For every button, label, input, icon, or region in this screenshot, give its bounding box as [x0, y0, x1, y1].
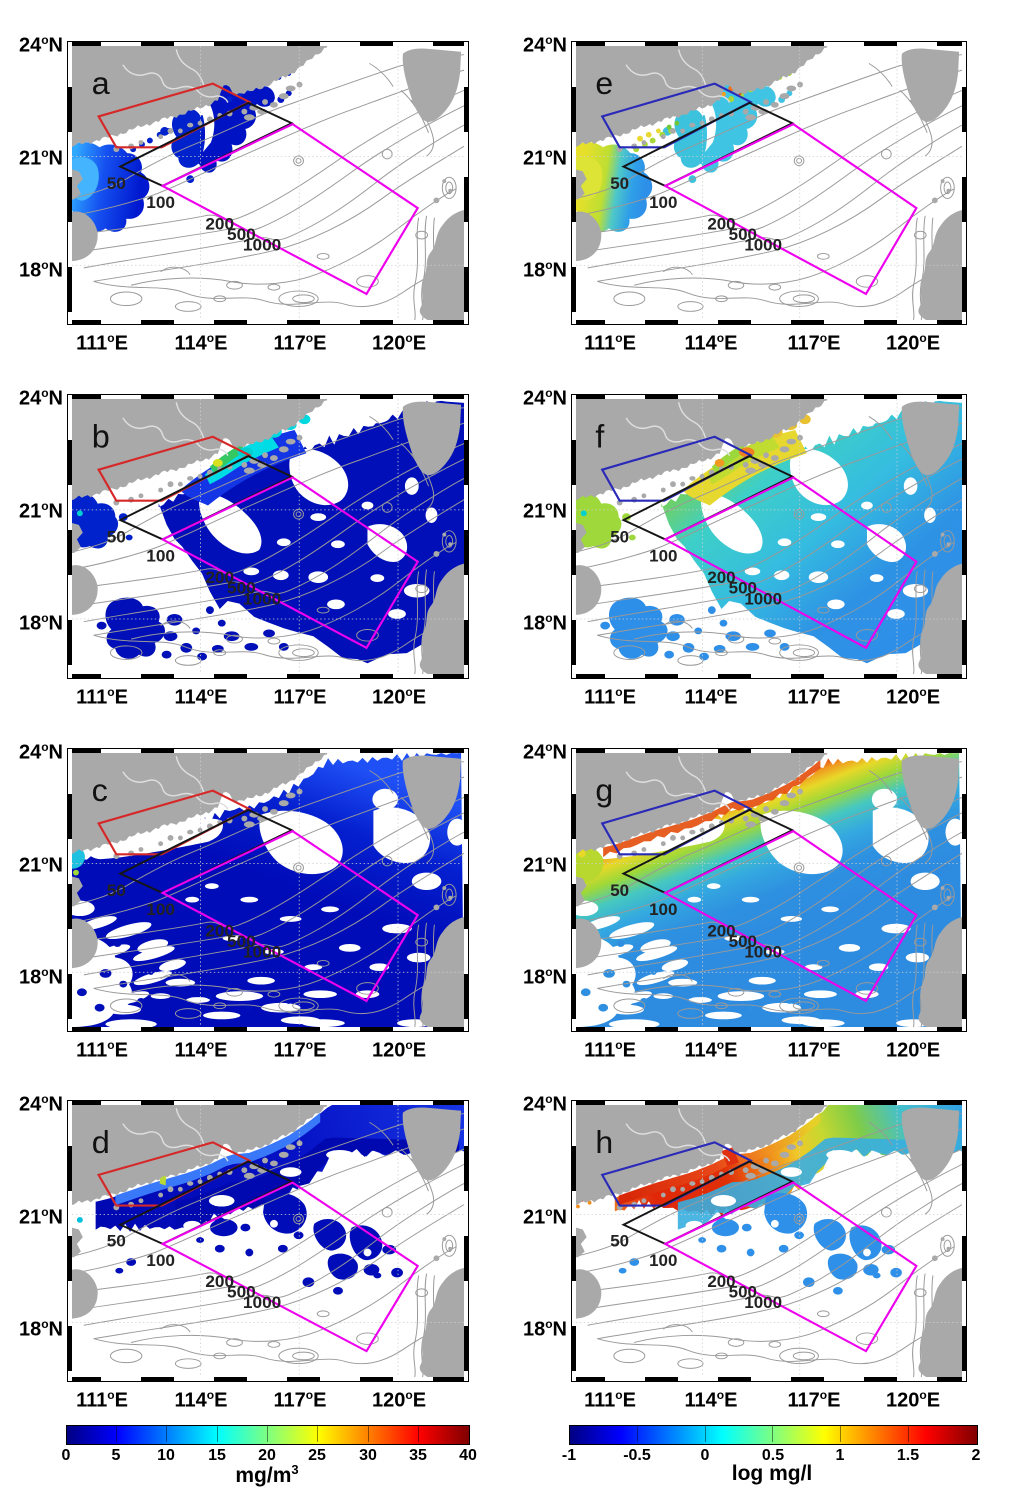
- svg-text:d: d: [92, 1124, 110, 1159]
- svg-text:a: a: [92, 66, 110, 102]
- svg-text:b: b: [92, 419, 110, 455]
- svg-text:c: c: [92, 773, 108, 809]
- svg-text:g: g: [595, 772, 613, 808]
- svg-text:f: f: [595, 418, 604, 454]
- svg-text:h: h: [595, 1124, 613, 1160]
- svg-text:e: e: [595, 65, 613, 101]
